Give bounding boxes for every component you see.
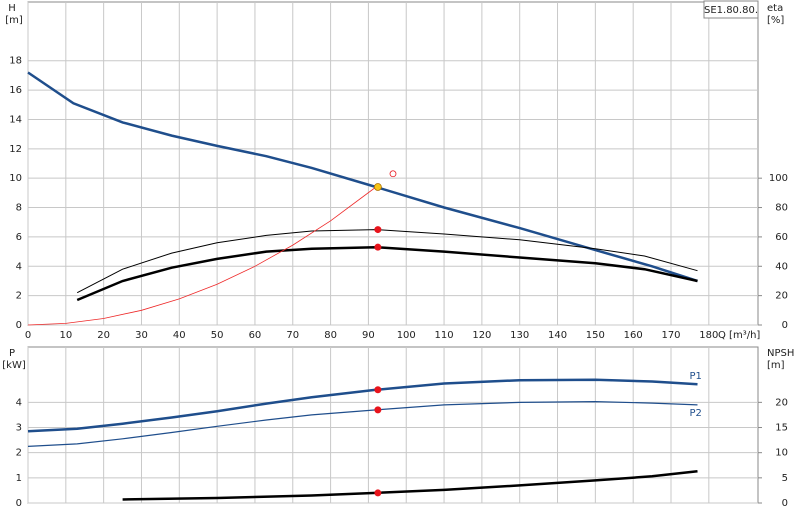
y-tick-label: 14 (9, 114, 22, 125)
y-tick-label: 8 (16, 203, 22, 214)
curve-label: P2 (689, 408, 701, 419)
x-axis-label: Q [m³/h] (718, 330, 760, 341)
x-tick-label: 120 (472, 330, 491, 341)
y-tick-label: 4 (16, 261, 22, 272)
curve (27, 71, 698, 283)
x-tick-label: 60 (249, 330, 262, 341)
x-tick-label: 100 (397, 330, 416, 341)
x-tick-label: 50 (211, 330, 224, 341)
x-tick-label: 110 (435, 330, 454, 341)
x-tick-label: 70 (286, 330, 299, 341)
y-tick-label: 16 (9, 85, 22, 96)
y2-tick-label: 40 (775, 261, 788, 272)
y-tick-label: 10 (9, 173, 22, 184)
x-tick-label: 30 (135, 330, 148, 341)
curve (122, 470, 698, 501)
y2-tick-label: 10 (775, 448, 788, 459)
y2-tick-label: 60 (775, 232, 788, 243)
annotation: SE1.80.80. (704, 5, 758, 16)
y2-axis-label: eta (767, 3, 783, 14)
y-tick-label: 2 (16, 448, 22, 459)
curve (76, 245, 698, 302)
y-axis-label: H (8, 3, 16, 14)
curve (27, 186, 377, 326)
x-tick-label: 80 (324, 330, 337, 341)
x-tick-label: 0 (25, 330, 31, 341)
y-tick-label: 18 (9, 56, 22, 67)
y-tick-label: 2 (16, 291, 22, 302)
operating-point (374, 386, 382, 394)
plot-frame (27, 1, 759, 326)
operating-point (374, 406, 382, 414)
y-tick-label: 1 (16, 473, 22, 484)
operating-point (374, 226, 382, 234)
y-tick-label: 6 (16, 232, 22, 243)
curve-label: P1 (689, 371, 701, 382)
x-tick-label: 180 (699, 330, 718, 341)
y2-axis-unit: [%] (767, 15, 784, 26)
operating-point (389, 170, 397, 178)
x-tick-label: 160 (624, 330, 643, 341)
y-tick-label: 0 (16, 498, 22, 509)
y-axis-unit: [kW] (2, 360, 26, 371)
operating-point (373, 183, 382, 191)
x-tick-label: 10 (59, 330, 72, 341)
x-tick-label: 40 (173, 330, 186, 341)
plot-frame (27, 346, 759, 504)
y2-tick-label: 80 (775, 203, 788, 214)
operating-point (374, 243, 382, 251)
x-tick-label: 130 (510, 330, 529, 341)
y-tick-label: 0 (16, 320, 22, 331)
annotation-box (703, 0, 759, 19)
y2-tick-label: 0 (782, 498, 788, 509)
y-axis-unit: [m] (5, 15, 23, 26)
y-tick-label: 3 (16, 423, 22, 434)
x-tick-label: 170 (661, 330, 680, 341)
operating-point (374, 489, 382, 497)
y-tick-label: 12 (9, 144, 22, 155)
y2-tick-label: 0 (782, 320, 788, 331)
y2-tick-label: 100 (769, 173, 788, 184)
curve (27, 400, 698, 447)
y2-tick-label: 20 (775, 397, 788, 408)
y2-axis-label: NPSH (767, 348, 794, 359)
x-tick-label: 150 (586, 330, 605, 341)
x-tick-label: 90 (362, 330, 375, 341)
curve (76, 229, 698, 294)
y2-axis-unit: [m] (767, 360, 785, 371)
y2-tick-label: 5 (782, 473, 788, 484)
curve (27, 378, 698, 433)
x-tick-label: 20 (97, 330, 110, 341)
y2-tick-label: 20 (775, 291, 788, 302)
y-tick-label: 4 (16, 397, 22, 408)
y2-tick-label: 15 (775, 423, 788, 434)
x-tick-label: 140 (548, 330, 567, 341)
y-axis-label: P (9, 348, 15, 359)
